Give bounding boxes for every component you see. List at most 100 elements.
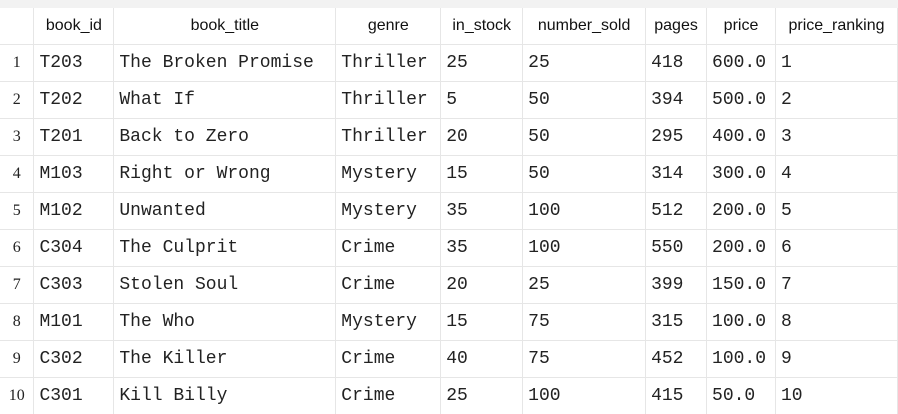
- column-header-price[interactable]: price: [707, 8, 776, 45]
- column-header-number-sold[interactable]: number_sold: [523, 8, 646, 45]
- cell-book-id[interactable]: C303: [34, 267, 114, 304]
- cell-book-id[interactable]: T203: [34, 45, 114, 82]
- cell-price-ranking[interactable]: 7: [776, 267, 898, 304]
- cell-pages[interactable]: 399: [646, 267, 707, 304]
- cell-book-title[interactable]: Stolen Soul: [114, 267, 336, 304]
- cell-price[interactable]: 400.0: [707, 119, 776, 156]
- cell-genre[interactable]: Crime: [336, 230, 441, 267]
- cell-price-ranking[interactable]: 2: [776, 82, 898, 119]
- cell-number-sold[interactable]: 100: [523, 230, 646, 267]
- header-row: book_id book_title genre in_stock number…: [0, 8, 898, 45]
- cell-book-id[interactable]: M101: [34, 304, 114, 341]
- cell-price-ranking[interactable]: 4: [776, 156, 898, 193]
- results-table: book_id book_title genre in_stock number…: [0, 8, 898, 414]
- cell-book-id[interactable]: T201: [34, 119, 114, 156]
- cell-pages[interactable]: 394: [646, 82, 707, 119]
- column-header-in-stock[interactable]: in_stock: [441, 8, 523, 45]
- cell-genre[interactable]: Crime: [336, 267, 441, 304]
- cell-book-id[interactable]: M103: [34, 156, 114, 193]
- cell-number-sold[interactable]: 100: [523, 193, 646, 230]
- cell-book-title[interactable]: What If: [114, 82, 336, 119]
- cell-pages[interactable]: 550: [646, 230, 707, 267]
- cell-book-id[interactable]: T202: [34, 82, 114, 119]
- cell-price-ranking[interactable]: 5: [776, 193, 898, 230]
- cell-number-sold[interactable]: 25: [523, 267, 646, 304]
- cell-pages[interactable]: 418: [646, 45, 707, 82]
- cell-number-sold[interactable]: 75: [523, 304, 646, 341]
- cell-price[interactable]: 600.0: [707, 45, 776, 82]
- cell-in-stock[interactable]: 40: [441, 341, 523, 378]
- cell-pages[interactable]: 314: [646, 156, 707, 193]
- cell-number-sold[interactable]: 75: [523, 341, 646, 378]
- cell-number-sold[interactable]: 50: [523, 82, 646, 119]
- cell-book-id[interactable]: C304: [34, 230, 114, 267]
- cell-price[interactable]: 500.0: [707, 82, 776, 119]
- cell-price-ranking[interactable]: 3: [776, 119, 898, 156]
- cell-book-title[interactable]: Back to Zero: [114, 119, 336, 156]
- cell-price[interactable]: 150.0: [707, 267, 776, 304]
- cell-in-stock[interactable]: 25: [441, 45, 523, 82]
- cell-genre[interactable]: Mystery: [336, 304, 441, 341]
- cell-price[interactable]: 100.0: [707, 341, 776, 378]
- column-header-pages[interactable]: pages: [646, 8, 707, 45]
- column-header-book-id[interactable]: book_id: [34, 8, 114, 45]
- cell-in-stock[interactable]: 15: [441, 156, 523, 193]
- cell-pages[interactable]: 315: [646, 304, 707, 341]
- cell-in-stock[interactable]: 35: [441, 230, 523, 267]
- cell-price-ranking[interactable]: 6: [776, 230, 898, 267]
- cell-pages[interactable]: 512: [646, 193, 707, 230]
- grid-top-bar: [0, 0, 898, 8]
- column-header-price-ranking[interactable]: price_ranking: [776, 8, 898, 45]
- cell-price-ranking[interactable]: 1: [776, 45, 898, 82]
- cell-price[interactable]: 300.0: [707, 156, 776, 193]
- cell-number-sold[interactable]: 50: [523, 156, 646, 193]
- cell-book-title[interactable]: The Killer: [114, 341, 336, 378]
- cell-in-stock[interactable]: 20: [441, 119, 523, 156]
- cell-book-title[interactable]: Unwanted: [114, 193, 336, 230]
- cell-number-sold[interactable]: 50: [523, 119, 646, 156]
- cell-price[interactable]: 200.0: [707, 230, 776, 267]
- cell-in-stock[interactable]: 35: [441, 193, 523, 230]
- cell-pages[interactable]: 452: [646, 341, 707, 378]
- cell-genre[interactable]: Mystery: [336, 193, 441, 230]
- cell-number-sold[interactable]: 25: [523, 45, 646, 82]
- row-number: 7: [0, 267, 34, 304]
- cell-price[interactable]: 100.0: [707, 304, 776, 341]
- cell-price-ranking[interactable]: 9: [776, 341, 898, 378]
- cell-book-id[interactable]: C302: [34, 341, 114, 378]
- row-number: 4: [0, 156, 34, 193]
- cell-book-title[interactable]: Right or Wrong: [114, 156, 336, 193]
- cell-genre[interactable]: Thriller: [336, 82, 441, 119]
- row-number: 5: [0, 193, 34, 230]
- cell-book-title[interactable]: The Culprit: [114, 230, 336, 267]
- cell-genre[interactable]: Thriller: [336, 119, 441, 156]
- column-header-genre[interactable]: genre: [336, 8, 441, 45]
- row-number: 3: [0, 119, 34, 156]
- row-number: 8: [0, 304, 34, 341]
- row-number: 1: [0, 45, 34, 82]
- cell-genre[interactable]: Thriller: [336, 45, 441, 82]
- column-header-book-title[interactable]: book_title: [114, 8, 336, 45]
- cell-in-stock[interactable]: 20: [441, 267, 523, 304]
- row-number: 6: [0, 230, 34, 267]
- cell-genre[interactable]: Mystery: [336, 156, 441, 193]
- cell-in-stock[interactable]: 15: [441, 304, 523, 341]
- cell-book-title[interactable]: The Broken Promise: [114, 45, 336, 82]
- cell-book-title[interactable]: The Who: [114, 304, 336, 341]
- cell-in-stock[interactable]: 5: [441, 82, 523, 119]
- cell-price-ranking[interactable]: 8: [776, 304, 898, 341]
- cell-book-id[interactable]: M102: [34, 193, 114, 230]
- cell-pages[interactable]: 295: [646, 119, 707, 156]
- cell-price[interactable]: 200.0: [707, 193, 776, 230]
- cell-genre[interactable]: Crime: [336, 341, 441, 378]
